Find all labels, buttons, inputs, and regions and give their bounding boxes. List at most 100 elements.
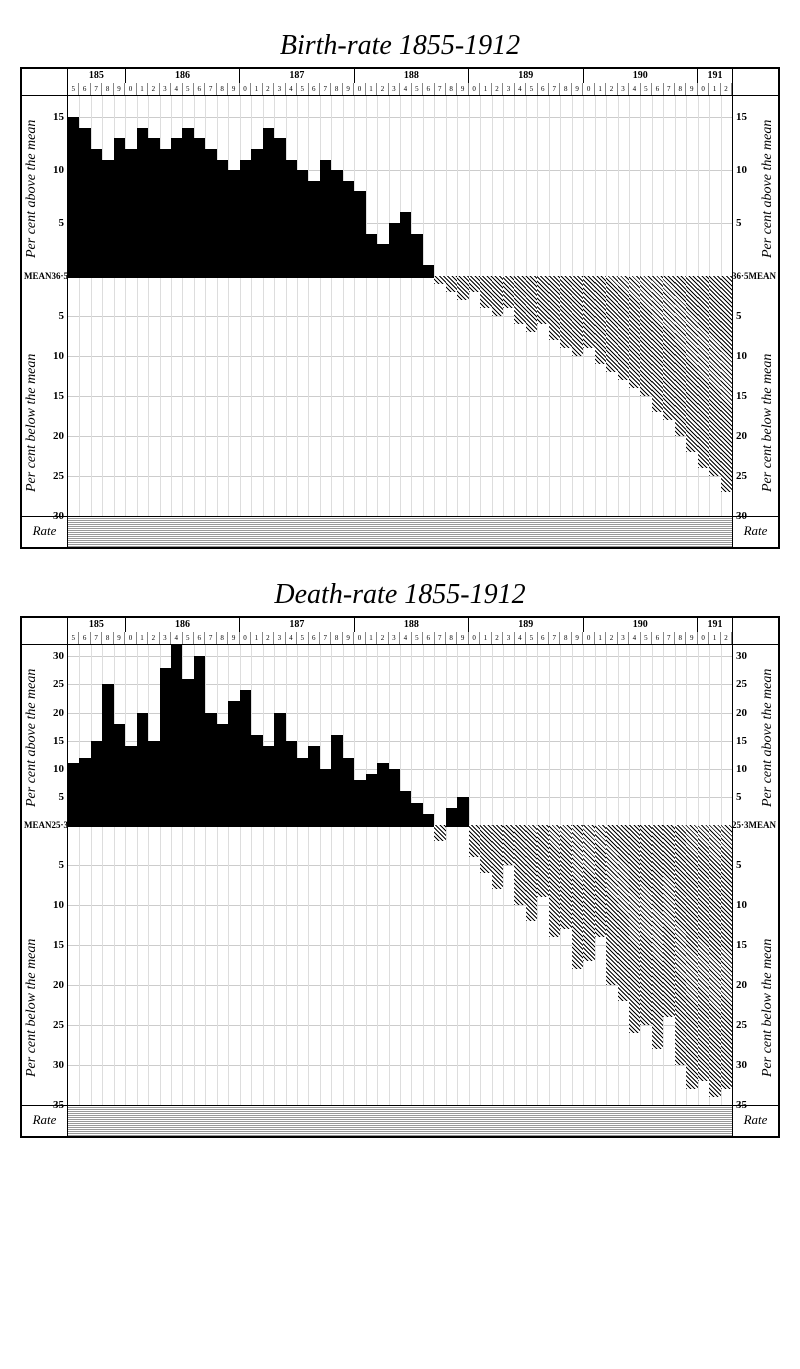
year-digit: 5 xyxy=(641,83,652,95)
year-digit: 1 xyxy=(137,632,148,644)
bar-below xyxy=(721,276,732,492)
tick-label: 20 xyxy=(736,707,747,719)
below-mean-label: Per cent below the mean xyxy=(24,853,40,1077)
tick-label: 30 xyxy=(736,650,747,662)
bar-above xyxy=(160,149,171,276)
tick-label: 5 xyxy=(736,791,742,803)
bar-above xyxy=(125,149,136,276)
bar-above xyxy=(297,758,308,826)
bar-below xyxy=(434,825,445,841)
tick-label: 15 xyxy=(736,939,747,951)
year-digit: 9 xyxy=(228,83,239,95)
below-mean-label: Per cent below the mean xyxy=(24,300,40,492)
year-digit: 4 xyxy=(629,83,640,95)
bar-above xyxy=(228,170,239,276)
bar-above xyxy=(286,741,297,825)
year-digit: 2 xyxy=(721,83,732,95)
bar-above xyxy=(217,724,228,825)
tick-label: 5 xyxy=(736,859,742,871)
year-digit: 5 xyxy=(526,83,537,95)
bar-below xyxy=(640,276,651,396)
tick-label: 25 xyxy=(53,1019,64,1031)
bar-above xyxy=(377,763,388,825)
bar-below xyxy=(629,276,640,388)
bar-above xyxy=(331,735,342,825)
year-digit: 3 xyxy=(389,83,400,95)
bar-above xyxy=(68,763,79,825)
year-digit: 4 xyxy=(286,83,297,95)
bar-below xyxy=(698,825,709,1081)
bar-above xyxy=(389,223,400,276)
bar-below xyxy=(572,276,583,356)
chart-title: Birth-rate 1855-1912 xyxy=(20,30,780,62)
bar-above xyxy=(366,234,377,276)
rate-footer xyxy=(68,1105,732,1136)
year-digit: 2 xyxy=(263,632,274,644)
year-digit: 9 xyxy=(343,632,354,644)
tick-label: 10 xyxy=(736,763,747,775)
year-digit: 3 xyxy=(618,83,629,95)
bar-above xyxy=(171,645,182,825)
year-digit: 5 xyxy=(183,632,194,644)
bar-above xyxy=(251,735,262,825)
tick-label: 15 xyxy=(53,390,64,402)
year-digit: 6 xyxy=(309,83,320,95)
year-digit: 0 xyxy=(698,83,709,95)
bar-below xyxy=(652,825,663,1049)
year-digit: 7 xyxy=(205,632,216,644)
bar-above xyxy=(354,191,365,276)
year-digit: 8 xyxy=(446,632,457,644)
mean-label-left: MEAN25·3 xyxy=(24,820,68,830)
bar-below xyxy=(537,825,548,897)
bar-above xyxy=(286,160,297,276)
year-digit: 9 xyxy=(572,632,583,644)
y-axis-right: Per cent above the meanPer cent below th… xyxy=(732,96,778,516)
year-digit: 9 xyxy=(114,83,125,95)
bar-above xyxy=(331,170,342,276)
year-digit: 0 xyxy=(240,632,251,644)
bar-above xyxy=(102,160,113,276)
bar-above xyxy=(366,774,377,825)
bar-above xyxy=(320,160,331,276)
year-digit: 0 xyxy=(469,632,480,644)
bar-above xyxy=(263,128,274,276)
year-digit: 5 xyxy=(68,632,79,644)
year-digit: 3 xyxy=(160,83,171,95)
bar-below xyxy=(663,825,674,1017)
year-digit: 2 xyxy=(377,83,388,95)
bar-below xyxy=(526,276,537,332)
year-digit: 6 xyxy=(79,83,90,95)
bar-below xyxy=(572,825,583,969)
year-digit: 6 xyxy=(538,632,549,644)
bar-below xyxy=(686,825,697,1089)
tick-label: 15 xyxy=(53,939,64,951)
decade-label: 187 xyxy=(240,618,354,632)
year-digit: 7 xyxy=(664,632,675,644)
year-digit: 7 xyxy=(549,83,560,95)
chart-title: Death-rate 1855-1912 xyxy=(20,579,780,611)
bar-below xyxy=(618,276,629,380)
tick-label: 25 xyxy=(736,470,747,482)
tick-label: 15 xyxy=(53,111,64,123)
year-digit: 6 xyxy=(309,632,320,644)
tick-label: 25 xyxy=(736,678,747,690)
bar-above xyxy=(114,138,125,276)
year-digit: 7 xyxy=(91,83,102,95)
bar-above xyxy=(400,791,411,825)
year-digit: 8 xyxy=(217,632,228,644)
year-digit: 2 xyxy=(263,83,274,95)
bar-above xyxy=(411,234,422,276)
tick-label: 30 xyxy=(736,510,747,522)
year-digit: 7 xyxy=(664,83,675,95)
bar-above xyxy=(160,668,171,826)
bar-above xyxy=(240,160,251,276)
tick-label: 20 xyxy=(53,979,64,991)
year-digit: 7 xyxy=(205,83,216,95)
bar-above xyxy=(137,128,148,276)
rate-label: Rate xyxy=(22,517,67,539)
year-digit: 1 xyxy=(366,83,377,95)
bar-below xyxy=(469,825,480,857)
bar-above xyxy=(148,741,159,825)
year-digit: 8 xyxy=(102,632,113,644)
tick-label: 10 xyxy=(53,164,64,176)
